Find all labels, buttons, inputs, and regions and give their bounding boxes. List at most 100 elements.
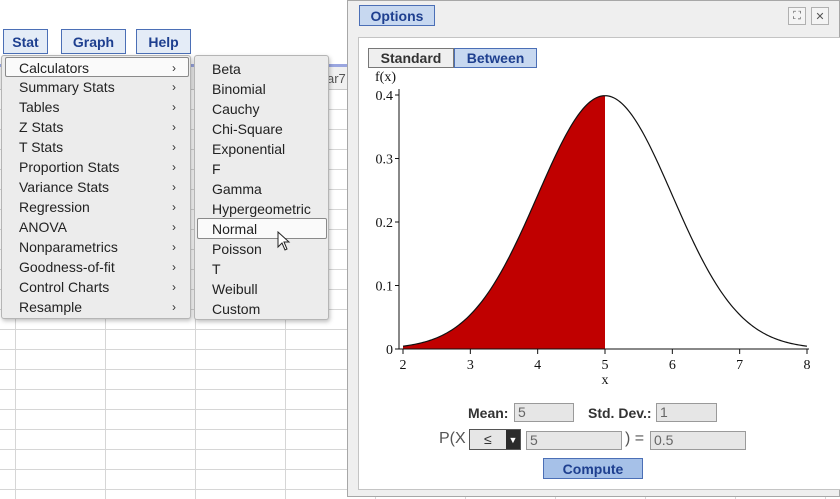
menu-item-label: F bbox=[212, 161, 221, 177]
menu-item-label: Summary Stats bbox=[19, 79, 115, 95]
menu-item-label: Goodness-of-fit bbox=[19, 259, 115, 275]
std-dev-input[interactable]: 1 bbox=[656, 403, 717, 422]
menu-item-label: Weibull bbox=[212, 281, 258, 297]
menu-item-t-stats[interactable]: T Stats › bbox=[5, 137, 189, 157]
menu-item-f[interactable]: F bbox=[197, 159, 326, 179]
chevron-right-icon: › bbox=[172, 61, 176, 75]
menu-item-variance-stats[interactable]: Variance Stats › bbox=[5, 177, 189, 197]
menu-item-label: Proportion Stats bbox=[19, 159, 120, 175]
menu-item-label: Custom bbox=[212, 301, 261, 317]
menu-item-label: Gamma bbox=[212, 181, 262, 197]
tab-standard[interactable]: Standard bbox=[368, 48, 454, 68]
menu-item-z-stats[interactable]: Z Stats › bbox=[5, 117, 189, 137]
chevron-down-icon: ▼ bbox=[506, 430, 520, 449]
graph-menu-button[interactable]: Graph bbox=[61, 29, 126, 54]
menu-item-label: Z Stats bbox=[19, 119, 64, 135]
menu-item-custom[interactable]: Custom bbox=[197, 299, 326, 319]
menu-item-regression[interactable]: Regression › bbox=[5, 197, 189, 217]
menu-item-label: Normal bbox=[212, 221, 258, 237]
calculators-submenu: Beta Binomial Cauchy Chi-Square Exponent… bbox=[194, 55, 329, 320]
close-icon[interactable]: ✕ bbox=[811, 7, 829, 25]
x-tick-label: 3 bbox=[467, 358, 474, 373]
expand-icon[interactable]: ⛶ bbox=[788, 7, 806, 25]
menu-item-resample[interactable]: Resample › bbox=[5, 297, 189, 317]
x-tick-label: 7 bbox=[736, 358, 743, 373]
mean-label: Mean: bbox=[468, 405, 509, 421]
menu-item-label: Nonparametrics bbox=[19, 239, 118, 255]
result-output: 0.5 bbox=[650, 431, 746, 450]
x-axis-label: x bbox=[602, 373, 609, 388]
mean-input[interactable]: 5 bbox=[514, 403, 574, 422]
chevron-right-icon: › bbox=[172, 260, 176, 274]
y-tick-label: 0 bbox=[386, 343, 393, 358]
menu-item-label: Beta bbox=[212, 61, 241, 77]
chevron-right-icon: › bbox=[172, 140, 176, 154]
menu-item-hypergeometric[interactable]: Hypergeometric bbox=[197, 199, 326, 219]
menu-item-calculators[interactable]: Calculators › bbox=[5, 57, 189, 77]
probability-prefix: P( bbox=[439, 430, 455, 447]
menu-item-summary-stats[interactable]: Summary Stats › bbox=[5, 77, 189, 97]
y-tick-label: 0.3 bbox=[376, 153, 394, 168]
menu-item-t[interactable]: T bbox=[197, 259, 326, 279]
column-label: ar7 bbox=[327, 71, 346, 86]
menu-item-label: Chi-Square bbox=[212, 121, 283, 137]
menu-item-exponential[interactable]: Exponential bbox=[197, 139, 326, 159]
menu-item-normal[interactable]: Normal bbox=[197, 218, 327, 239]
menu-item-label: Control Charts bbox=[19, 279, 110, 295]
menu-item-poisson[interactable]: Poisson bbox=[197, 239, 326, 259]
x-tick-label: 6 bbox=[669, 358, 676, 373]
menu-item-label: Exponential bbox=[212, 141, 286, 157]
chevron-right-icon: › bbox=[172, 200, 176, 214]
density-curve bbox=[402, 95, 808, 347]
menu-item-label: Poisson bbox=[212, 241, 262, 257]
std-dev-label: Std. Dev.: bbox=[588, 405, 652, 421]
operator-select[interactable]: ≤ ▼ bbox=[469, 429, 521, 450]
probability-variable: X bbox=[455, 430, 466, 447]
compute-button[interactable]: Compute bbox=[543, 458, 643, 479]
tab-between[interactable]: Between bbox=[454, 48, 537, 68]
menu-item-cauchy[interactable]: Cauchy bbox=[197, 99, 326, 119]
chevron-right-icon: › bbox=[172, 280, 176, 294]
probability-close: ) = bbox=[625, 430, 645, 447]
menu-item-proportion-stats[interactable]: Proportion Stats › bbox=[5, 157, 189, 177]
menu-item-anova[interactable]: ANOVA › bbox=[5, 217, 189, 237]
menu-item-control-charts[interactable]: Control Charts › bbox=[5, 277, 189, 297]
chevron-right-icon: › bbox=[172, 240, 176, 254]
y-axis-label: f(x) bbox=[375, 70, 396, 85]
chevron-right-icon: › bbox=[172, 120, 176, 134]
menu-item-label: Calculators bbox=[19, 60, 90, 76]
chevron-right-icon: › bbox=[172, 300, 176, 314]
menu-item-beta[interactable]: Beta bbox=[197, 59, 326, 79]
menu-item-binomial[interactable]: Binomial bbox=[197, 79, 326, 99]
options-title-button[interactable]: Options bbox=[359, 5, 435, 26]
stat-menu-button[interactable]: Stat bbox=[3, 29, 48, 54]
chevron-right-icon: › bbox=[172, 100, 176, 114]
menu-item-label: Resample bbox=[19, 299, 83, 315]
chevron-right-icon: › bbox=[172, 160, 176, 174]
menu-item-label: ANOVA bbox=[19, 219, 67, 235]
menu-item-goodness-of-fit[interactable]: Goodness-of-fit › bbox=[5, 257, 189, 277]
calculator-panel: Standard Between 2 3 4 5 6 7 8 0 0.1 0.2 0.3 0.4 x f(… bbox=[358, 37, 840, 490]
menu-item-label: Tables bbox=[19, 99, 60, 115]
menu-item-nonparametrics[interactable]: Nonparametrics › bbox=[5, 237, 189, 257]
x-value-input[interactable]: 5 bbox=[526, 431, 622, 450]
menu-item-label: Regression bbox=[19, 199, 90, 215]
menu-item-label: T bbox=[212, 261, 221, 277]
y-tick-label: 0.4 bbox=[376, 89, 394, 104]
menu-item-chi-square[interactable]: Chi-Square bbox=[197, 119, 326, 139]
menu-item-label: Hypergeometric bbox=[212, 201, 311, 217]
chevron-right-icon: › bbox=[172, 80, 176, 94]
menu-item-label: Cauchy bbox=[212, 101, 260, 117]
stat-menu: Calculators › Summary Stats › Tables › Z… bbox=[1, 55, 191, 319]
menu-item-tables[interactable]: Tables › bbox=[5, 97, 189, 117]
x-tick-label: 4 bbox=[534, 358, 541, 373]
menu-item-label: Variance Stats bbox=[19, 179, 110, 195]
operator-value: ≤ bbox=[484, 431, 492, 447]
x-tick-label: 5 bbox=[602, 358, 609, 373]
menu-item-gamma[interactable]: Gamma bbox=[197, 179, 326, 199]
chevron-right-icon: › bbox=[172, 220, 176, 234]
menu-item-weibull[interactable]: Weibull bbox=[197, 279, 326, 299]
shaded-probability-area bbox=[403, 95, 605, 349]
help-menu-button[interactable]: Help bbox=[136, 29, 191, 54]
mouse-pointer-icon bbox=[277, 231, 291, 251]
